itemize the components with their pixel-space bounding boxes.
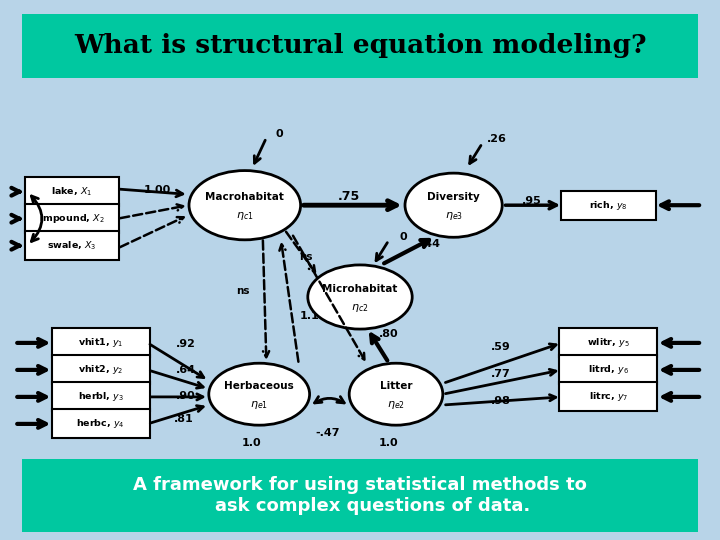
- FancyBboxPatch shape: [52, 355, 150, 384]
- Ellipse shape: [349, 363, 443, 425]
- Text: .92: .92: [176, 339, 196, 349]
- FancyBboxPatch shape: [24, 231, 120, 260]
- Text: $\eta_{e3}$: $\eta_{e3}$: [444, 210, 463, 222]
- Text: What is structural equation modeling?: What is structural equation modeling?: [73, 33, 647, 58]
- Text: wlitr, $y_5$: wlitr, $y_5$: [587, 336, 630, 349]
- Ellipse shape: [189, 171, 301, 240]
- Text: impound, $X_2$: impound, $X_2$: [39, 212, 105, 225]
- Text: .98: .98: [490, 396, 510, 406]
- Text: vhit2, $y_2$: vhit2, $y_2$: [78, 363, 124, 376]
- Text: .81: .81: [174, 414, 194, 424]
- Text: herbc, $y_4$: herbc, $y_4$: [76, 417, 125, 430]
- Text: Herbaceous: Herbaceous: [225, 381, 294, 391]
- Text: .44: .44: [420, 239, 441, 249]
- Text: Microhabitat: Microhabitat: [323, 284, 397, 294]
- FancyBboxPatch shape: [52, 409, 150, 438]
- FancyBboxPatch shape: [559, 355, 657, 384]
- FancyBboxPatch shape: [559, 328, 657, 357]
- Text: $\eta_{e1}$: $\eta_{e1}$: [250, 399, 269, 411]
- FancyBboxPatch shape: [24, 204, 120, 233]
- Text: .64: .64: [176, 365, 196, 375]
- Text: Litter: Litter: [379, 381, 413, 391]
- Text: .75: .75: [338, 190, 360, 202]
- Text: Macrohabitat: Macrohabitat: [205, 192, 284, 202]
- Text: A framework for using statistical methods to
    ask complex questions of data.: A framework for using statistical method…: [133, 476, 587, 515]
- Text: swale, $X_3$: swale, $X_3$: [48, 239, 96, 252]
- Text: 1.0: 1.0: [379, 438, 399, 448]
- Text: litrd, $y_6$: litrd, $y_6$: [588, 363, 629, 376]
- Ellipse shape: [307, 265, 412, 329]
- Text: ns: ns: [237, 286, 250, 295]
- FancyBboxPatch shape: [559, 382, 657, 411]
- FancyBboxPatch shape: [52, 382, 150, 411]
- FancyBboxPatch shape: [562, 191, 655, 220]
- Text: -.47: -.47: [315, 428, 340, 438]
- Ellipse shape: [405, 173, 503, 237]
- Text: ns: ns: [300, 252, 312, 261]
- Text: $\eta_{c1}$: $\eta_{c1}$: [236, 210, 253, 222]
- Text: 1.0: 1.0: [242, 438, 262, 448]
- Text: $\eta_{c2}$: $\eta_{c2}$: [351, 302, 369, 314]
- Text: litrc, $y_7$: litrc, $y_7$: [589, 390, 628, 403]
- FancyBboxPatch shape: [22, 14, 698, 78]
- Text: .26: .26: [487, 134, 507, 144]
- FancyBboxPatch shape: [24, 177, 120, 206]
- Text: herbl, $y_3$: herbl, $y_3$: [78, 390, 124, 403]
- Text: .59: .59: [490, 342, 510, 352]
- Text: rich, $y_8$: rich, $y_8$: [589, 199, 628, 212]
- Text: Diversity: Diversity: [427, 192, 480, 202]
- FancyBboxPatch shape: [22, 459, 698, 532]
- Text: .80: .80: [379, 329, 399, 339]
- FancyBboxPatch shape: [52, 328, 150, 357]
- Text: 0: 0: [400, 232, 407, 241]
- Text: .90: .90: [176, 391, 196, 401]
- Text: .77: .77: [490, 369, 510, 379]
- Ellipse shape: [209, 363, 310, 425]
- Text: 1.00: 1.00: [143, 185, 171, 195]
- Text: .95: .95: [521, 196, 541, 206]
- Text: lake, $X_1$: lake, $X_1$: [51, 185, 93, 198]
- Text: 0: 0: [276, 129, 283, 139]
- Text: vhit1, $y_1$: vhit1, $y_1$: [78, 336, 124, 349]
- Text: $\eta_{e2}$: $\eta_{e2}$: [387, 399, 405, 411]
- Text: 1.13: 1.13: [300, 311, 327, 321]
